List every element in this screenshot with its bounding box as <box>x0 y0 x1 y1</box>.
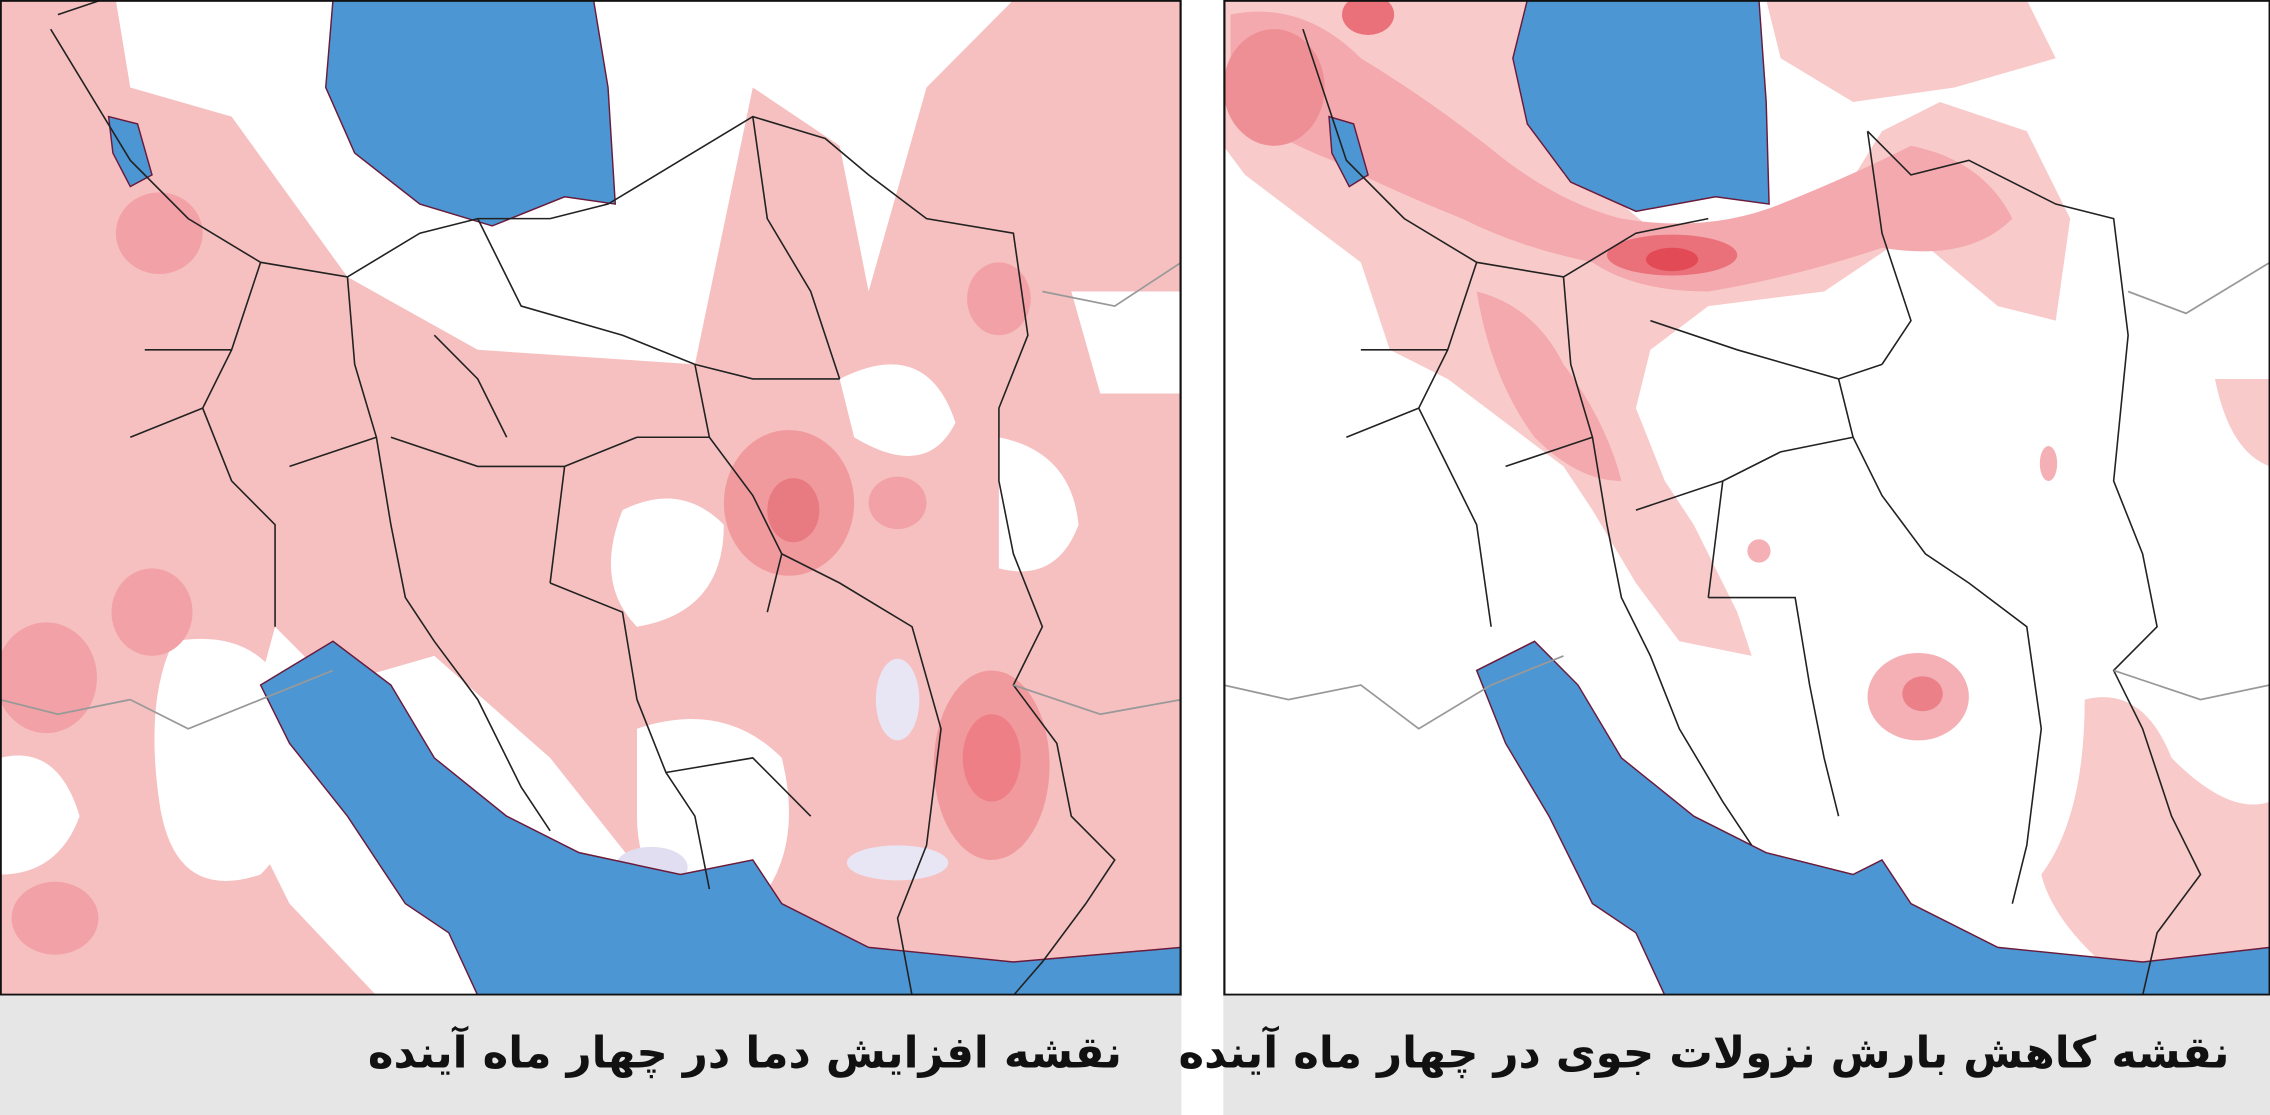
caption: نقشه کاهش بارش نزولات جوی در چهار ماه آی… <box>1178 1025 2229 1078</box>
left-caption-bar <box>0 995 1182 1115</box>
precipitation-map <box>1223 0 2270 996</box>
left-frame <box>0 0 1182 996</box>
temperature-map <box>0 0 1182 996</box>
right-caption-bar <box>1223 995 2270 1115</box>
caption: نقشه افزایش دما در چهار ماه آینده <box>368 1025 1122 1078</box>
